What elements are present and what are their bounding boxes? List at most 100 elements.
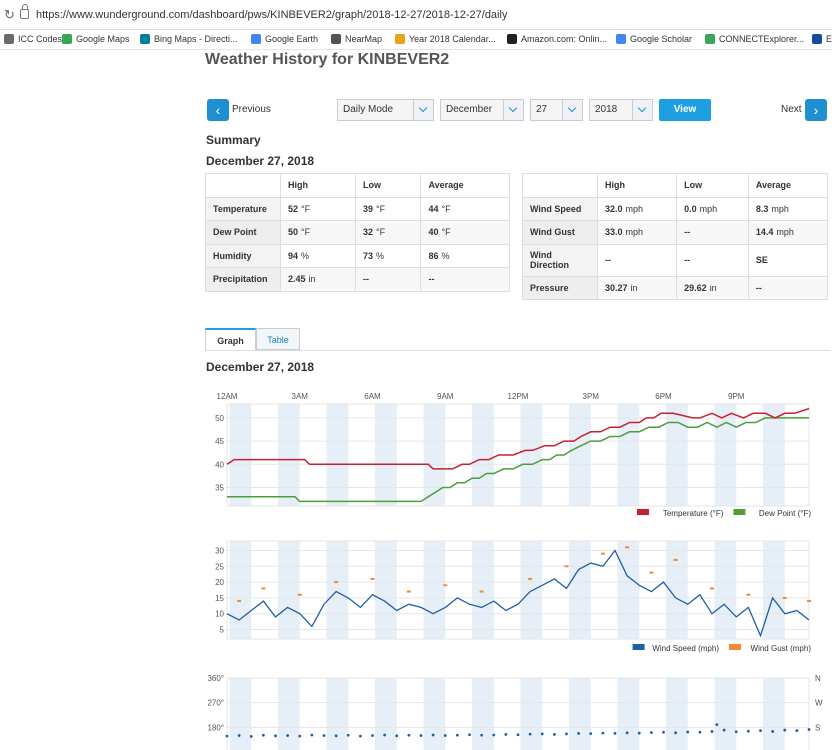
hour-band [277,678,300,750]
hour-band [326,404,349,506]
summary-table-right: High Low Average Wind Speed 32.0 mph 0.0 mph 8.3… [522,173,829,300]
cell-value: 8.3 [755,203,769,214]
bookmark-item[interactable]: Google Maps [62,34,130,44]
cell-unit: % [441,250,450,261]
bookmark-icon [251,34,261,44]
wind-direction-point [698,730,702,734]
cell-unit: mph [625,203,644,214]
bookmark-icon [812,34,822,44]
wind-direction-point [783,728,787,732]
bookmark-item[interactable]: Google Earth [251,34,318,44]
hour-band [326,541,349,639]
wind-direction-point [407,733,411,737]
legend-label: Wind Speed (mph) [652,644,719,653]
table-cell: 40 °F [420,220,510,245]
bookmark-item[interactable]: Amazon.com: Onlin... [507,34,607,44]
mode-select[interactable]: Daily Mode [337,99,434,121]
bookmark-item[interactable]: Year 2018 Calendar... [395,34,496,44]
table-cell: 33.0 mph [596,220,678,245]
next-button[interactable]: › [805,99,827,121]
table-cell: 50 °F [279,220,357,245]
table-row: Humidity 94% 73% 86% [205,243,510,268]
previous-button[interactable]: ‹ [207,99,229,121]
url-text[interactable]: https://www.wunderground.com/dashboard/p… [36,9,508,21]
direction-label: S [815,723,820,732]
bookmark-label: EE [826,34,832,44]
cell-value: 33.0 [605,227,623,238]
row-label: Precipitation [205,267,281,292]
bookmark-item[interactable]: NearMap [331,34,382,44]
x-tick-label: 6AM [364,392,381,401]
x-tick-label: 9PM [728,392,745,401]
browser-address-bar[interactable]: ↻ https://www.wunderground.com/dashboard… [0,0,832,30]
wind-direction-point [722,728,726,732]
cell-unit: °F [376,203,386,214]
wind-gust-mark [370,577,375,580]
table-row: Wind Direction -- -- SE [522,243,829,277]
hour-band [229,541,252,639]
view-button[interactable]: View [659,99,711,121]
hour-band [714,541,737,639]
bookmark-item[interactable]: EE [812,34,832,44]
wind-direction-point [771,730,775,733]
previous-label[interactable]: Previous [232,104,271,115]
legend-swatch [632,644,645,650]
x-tick-label: 3PM [583,392,600,401]
hour-band [617,404,640,506]
year-select[interactable]: 2018 [589,99,653,121]
wind-direction-point [395,734,399,738]
hour-band [471,678,494,750]
hour-band [665,678,688,750]
cell-unit: °F [301,203,311,214]
bookmark-item[interactable]: Google Scholar [616,34,692,44]
cell-value: 40 [428,227,439,238]
bookmark-icon [4,34,14,44]
cell-value: -- [363,274,370,285]
hour-band [568,678,591,750]
cell-value: -- [605,255,611,265]
cell-unit: °F [441,227,451,238]
wind-direction-point [613,731,617,735]
wind-gust-mark [625,546,630,549]
hour-band [229,404,252,506]
month-select[interactable]: December [440,99,524,121]
wind-gust-mark [406,590,411,593]
hour-band [423,404,446,506]
chevron-down-icon [503,100,523,120]
wind-direction-point [310,733,314,737]
table-cell: 14.4 mph [747,220,829,245]
hour-band [714,678,737,750]
table-cell: 73% [355,243,422,268]
header-blank [205,173,281,198]
wind-direction-point [528,732,532,736]
day-select[interactable]: 27 [530,99,583,121]
next-label[interactable]: Next [781,104,802,115]
row-label: Temperature [205,196,281,221]
reload-icon[interactable]: ↻ [4,7,15,22]
month-value: December [446,104,493,115]
row-label: Wind Speed [522,196,598,221]
y-tick-label: 5 [220,626,225,635]
table-row: Temperature 52 °F 39 °F 44 °F [205,196,510,221]
temperature-line [226,407,810,470]
tab-table[interactable]: Table [256,328,300,350]
table-cell: -- [596,243,678,277]
hour-band [568,541,591,639]
cell-value: 44 [428,203,439,214]
cell-value: 73 [363,250,374,261]
bookmark-item[interactable]: Bing Maps - Directi... [140,34,238,44]
legend-swatch [733,509,746,515]
column-header: High [596,173,678,198]
cell-unit: in [630,282,638,293]
bookmark-item[interactable]: ICC Codes [4,34,62,44]
bookmark-item[interactable]: CONNECTExplorer... [705,34,804,44]
cell-unit: °F [301,227,311,238]
chevron-down-icon [632,100,652,120]
column-header: Average [420,173,510,198]
chevron-down-icon [562,100,582,120]
wind-direction-point [734,730,738,734]
tab-graph[interactable]: Graph [205,328,256,350]
column-header: High [279,173,357,198]
wind-direction-point [589,732,593,736]
summary-table-left: High Low Average Temperature 52 °F 39 °F 44 °F Dew… [205,173,510,292]
